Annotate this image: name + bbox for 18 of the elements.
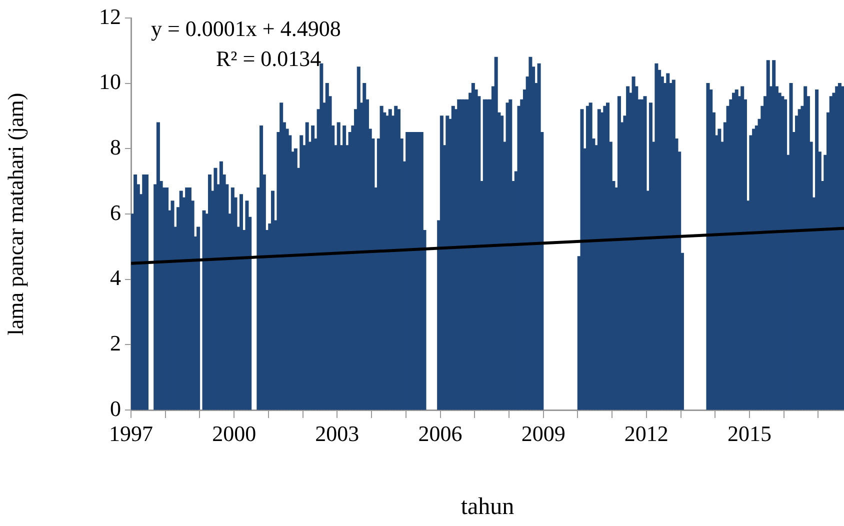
y-tick-label: 8 <box>110 134 121 160</box>
x-tick-label: 1997 <box>109 420 153 446</box>
y-tick-label: 2 <box>110 330 121 356</box>
y-tick-label: 0 <box>110 396 121 421</box>
y-tick-label: 10 <box>99 69 121 94</box>
annotation: R² = 0.0134 <box>216 46 322 71</box>
y-tick-label: 4 <box>110 265 121 290</box>
y-tick-label: 12 <box>99 4 121 29</box>
x-tick-label: 2000 <box>212 420 256 446</box>
annotation: y = 0.0001x + 4.4908 <box>151 16 341 41</box>
x-tick-label: 2003 <box>315 420 360 446</box>
y-axis-title: lama pancar matahari (jam) <box>2 92 28 336</box>
x-axis-title: tahun <box>460 494 514 520</box>
x-tick-label: 2006 <box>418 420 462 446</box>
x-tick-label: 2015 <box>728 420 772 446</box>
x-tick-label: 2012 <box>624 420 668 446</box>
y-tick-label: 6 <box>110 200 121 225</box>
x-tick-label: 2009 <box>521 420 566 446</box>
